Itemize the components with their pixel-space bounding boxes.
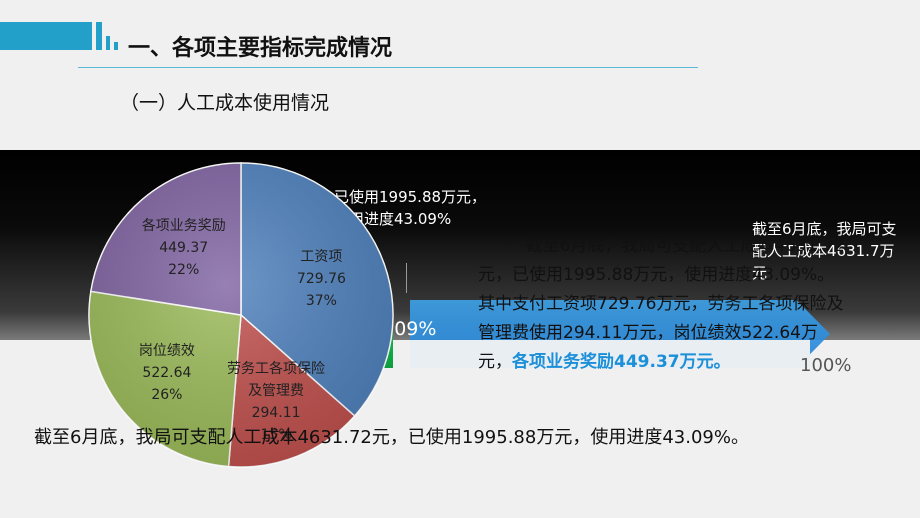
pie-label-line: 工资项 xyxy=(300,248,343,265)
right-summary-note: 截至6月底，我局可支配人工成本4631.7万元 xyxy=(752,220,897,282)
pie-label-line: 15% xyxy=(260,427,292,444)
pie-label-line: 劳务工各项保险 xyxy=(227,361,326,378)
progress-bar-track xyxy=(410,340,810,368)
scale-tick xyxy=(406,263,407,293)
pie-label-line: 22% xyxy=(168,261,200,278)
pie-label-line: 37% xyxy=(305,292,337,309)
page-title: 一、各项主要指标完成情况 xyxy=(128,36,393,61)
summary-highlight: 各项业务奖励449.37万元。 xyxy=(512,352,731,372)
pie-label-3: 岗位绩效 522.64 26% xyxy=(107,340,227,406)
pie-label-line: 及管理费 xyxy=(248,383,305,400)
footer-summary: 截至6月底，我局可支配人工成本4631.72元，已使用1995.88万元，使用进… xyxy=(34,427,749,448)
pie-label-1: 工资项 729.76 37% xyxy=(261,246,381,312)
pie-label-line: 449.37 xyxy=(159,239,209,256)
pie-label-line: 294.11 xyxy=(251,405,301,422)
pie-label-line: 522.64 xyxy=(142,365,192,382)
progress-max-label: 100% xyxy=(800,355,852,376)
pie-label-line: 各项业务奖励 xyxy=(141,217,226,234)
summary-text: 截至6月底，我局可支配人工成本4631.72元，已使用1995.88万元，使用进… xyxy=(478,236,845,372)
pie-label-line: 岗位绩效 xyxy=(138,343,195,360)
pie-label-4: 各项业务奖励 449.37 22% xyxy=(124,215,244,281)
section-subtitle: （一）人工成本使用情况 xyxy=(120,92,330,114)
pie-label-2: 劳务工各项保险 及管理费 294.11 15% xyxy=(216,358,336,446)
title-underline xyxy=(78,67,698,68)
summary-paragraph: 截至6月底，我局可支配人工成本4631.72元，已使用1995.88万元，使用进… xyxy=(478,232,848,377)
pie-label-line: 26% xyxy=(151,387,183,404)
pie-label-line: 729.76 xyxy=(296,270,346,287)
